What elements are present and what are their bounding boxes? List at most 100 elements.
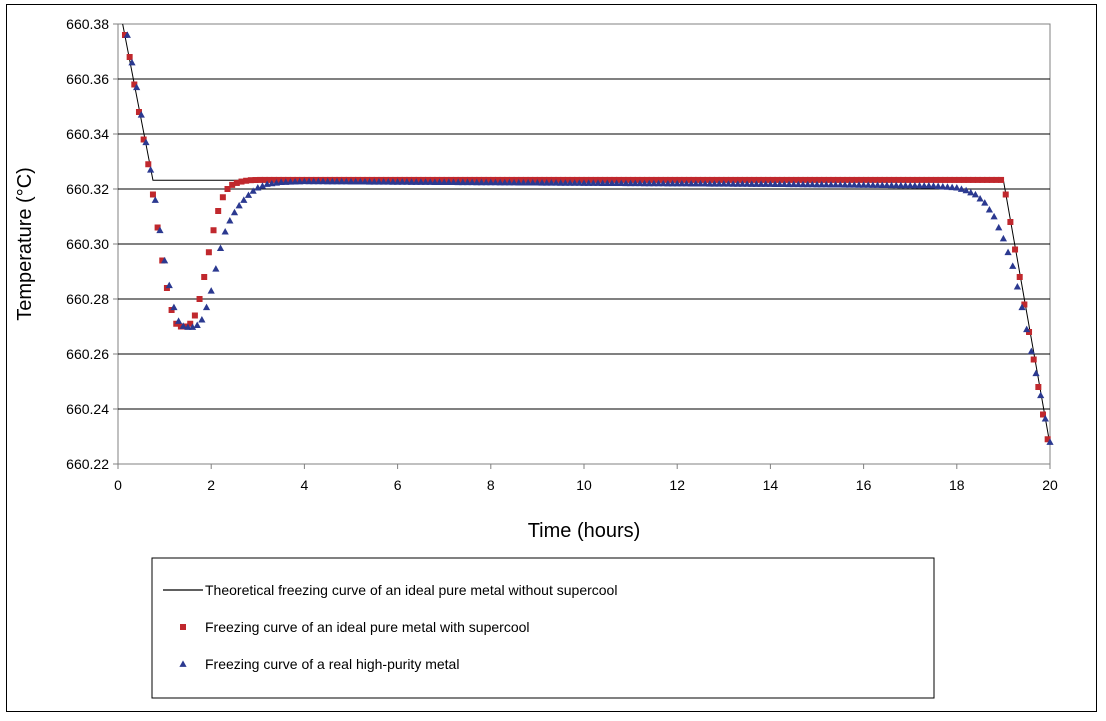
data-point: [300, 177, 308, 185]
data-point: [476, 176, 483, 183]
data-point: [401, 176, 408, 183]
data-point: [762, 180, 770, 187]
data-point: [370, 178, 378, 185]
legend-marker: [179, 660, 187, 667]
data-point: [364, 176, 371, 183]
data-point: [957, 185, 966, 192]
data-point: [1041, 415, 1049, 422]
data-point: [508, 176, 515, 183]
data-point: [384, 178, 392, 185]
data-point: [748, 180, 756, 187]
data-point: [238, 178, 245, 185]
data-point: [583, 176, 590, 183]
data-point: [979, 176, 986, 183]
data-point: [1037, 391, 1045, 399]
data-point: [993, 176, 1000, 183]
data-point: [378, 176, 385, 183]
data-point: [706, 180, 714, 187]
data-point: [462, 176, 469, 183]
data-point: [704, 176, 711, 183]
data-point: [832, 181, 840, 188]
data-point: [154, 224, 161, 231]
data-point: [499, 176, 506, 183]
data-point: [347, 177, 355, 185]
data-point: [421, 178, 430, 185]
data-point: [779, 176, 786, 183]
data-point: [668, 179, 677, 187]
data-point: [280, 176, 287, 183]
data-point: [580, 179, 588, 186]
data-point: [920, 181, 928, 189]
data-point: [937, 176, 944, 183]
data-point: [174, 317, 183, 324]
data-point: [841, 181, 849, 188]
data-point: [569, 176, 576, 183]
x-tick-label: 8: [487, 477, 495, 493]
data-point: [825, 176, 832, 183]
data-point: [1018, 303, 1026, 311]
data-point: [490, 176, 497, 183]
data-point: [494, 176, 501, 183]
data-point: [967, 188, 975, 196]
y-axis-ticks: 660.22 660.24 660.26 660.28 660.30 660.32 660.…: [66, 16, 118, 472]
data-point: [338, 177, 346, 185]
data-point: [221, 228, 229, 235]
data-point: [883, 181, 891, 189]
data-point: [424, 176, 431, 183]
data-point: [184, 323, 192, 330]
data-point: [839, 176, 846, 183]
data-point: [547, 179, 555, 186]
data-point: [974, 176, 981, 183]
data-point: [1002, 191, 1009, 198]
data-point: [892, 181, 900, 189]
data-point: [645, 179, 653, 187]
data-point: [417, 178, 425, 185]
data-point: [1012, 246, 1019, 253]
data-point: [345, 176, 352, 183]
data-point: [998, 176, 1005, 183]
data-point: [608, 179, 616, 186]
data-point: [485, 176, 492, 183]
data-point: [636, 179, 644, 187]
data-point: [532, 176, 539, 183]
data-point: [737, 176, 744, 183]
data-point: [1030, 356, 1037, 363]
data-point: [342, 177, 350, 185]
data-point: [244, 191, 253, 198]
data-point: [524, 179, 532, 186]
data-point: [723, 176, 730, 183]
data-point: [904, 176, 911, 183]
data-point: [934, 182, 942, 189]
data-point: [729, 180, 737, 187]
data-point: [1046, 438, 1054, 445]
data-point: [137, 111, 145, 118]
data-point: [133, 83, 141, 91]
data-point: [738, 180, 747, 187]
data-point: [575, 179, 583, 186]
data-point: [151, 196, 159, 203]
data-point: [682, 179, 691, 187]
data-point: [322, 176, 329, 183]
data-point: [667, 176, 674, 183]
data-point: [1016, 274, 1023, 280]
data-point: [578, 176, 585, 183]
data-point: [734, 180, 742, 187]
data-point: [359, 176, 366, 183]
data-point: [988, 176, 995, 183]
data-point: [354, 176, 361, 183]
data-point: [1021, 301, 1028, 308]
data-point: [552, 179, 560, 186]
x-tick-label: 2: [207, 477, 215, 493]
data-point: [956, 176, 963, 183]
x-tick-label: 20: [1042, 477, 1058, 493]
chart-svg: 660.22 660.24 660.26 660.28 660.30 660.32 660.…: [14, 16, 1058, 699]
data-point: [550, 176, 557, 183]
data-point: [538, 179, 546, 186]
data-point: [1004, 248, 1012, 256]
data-point: [925, 182, 933, 189]
data-point: [822, 180, 830, 188]
data-point: [252, 177, 259, 184]
data-point: [561, 179, 569, 186]
data-point: [240, 196, 248, 203]
data-point: [188, 323, 197, 330]
